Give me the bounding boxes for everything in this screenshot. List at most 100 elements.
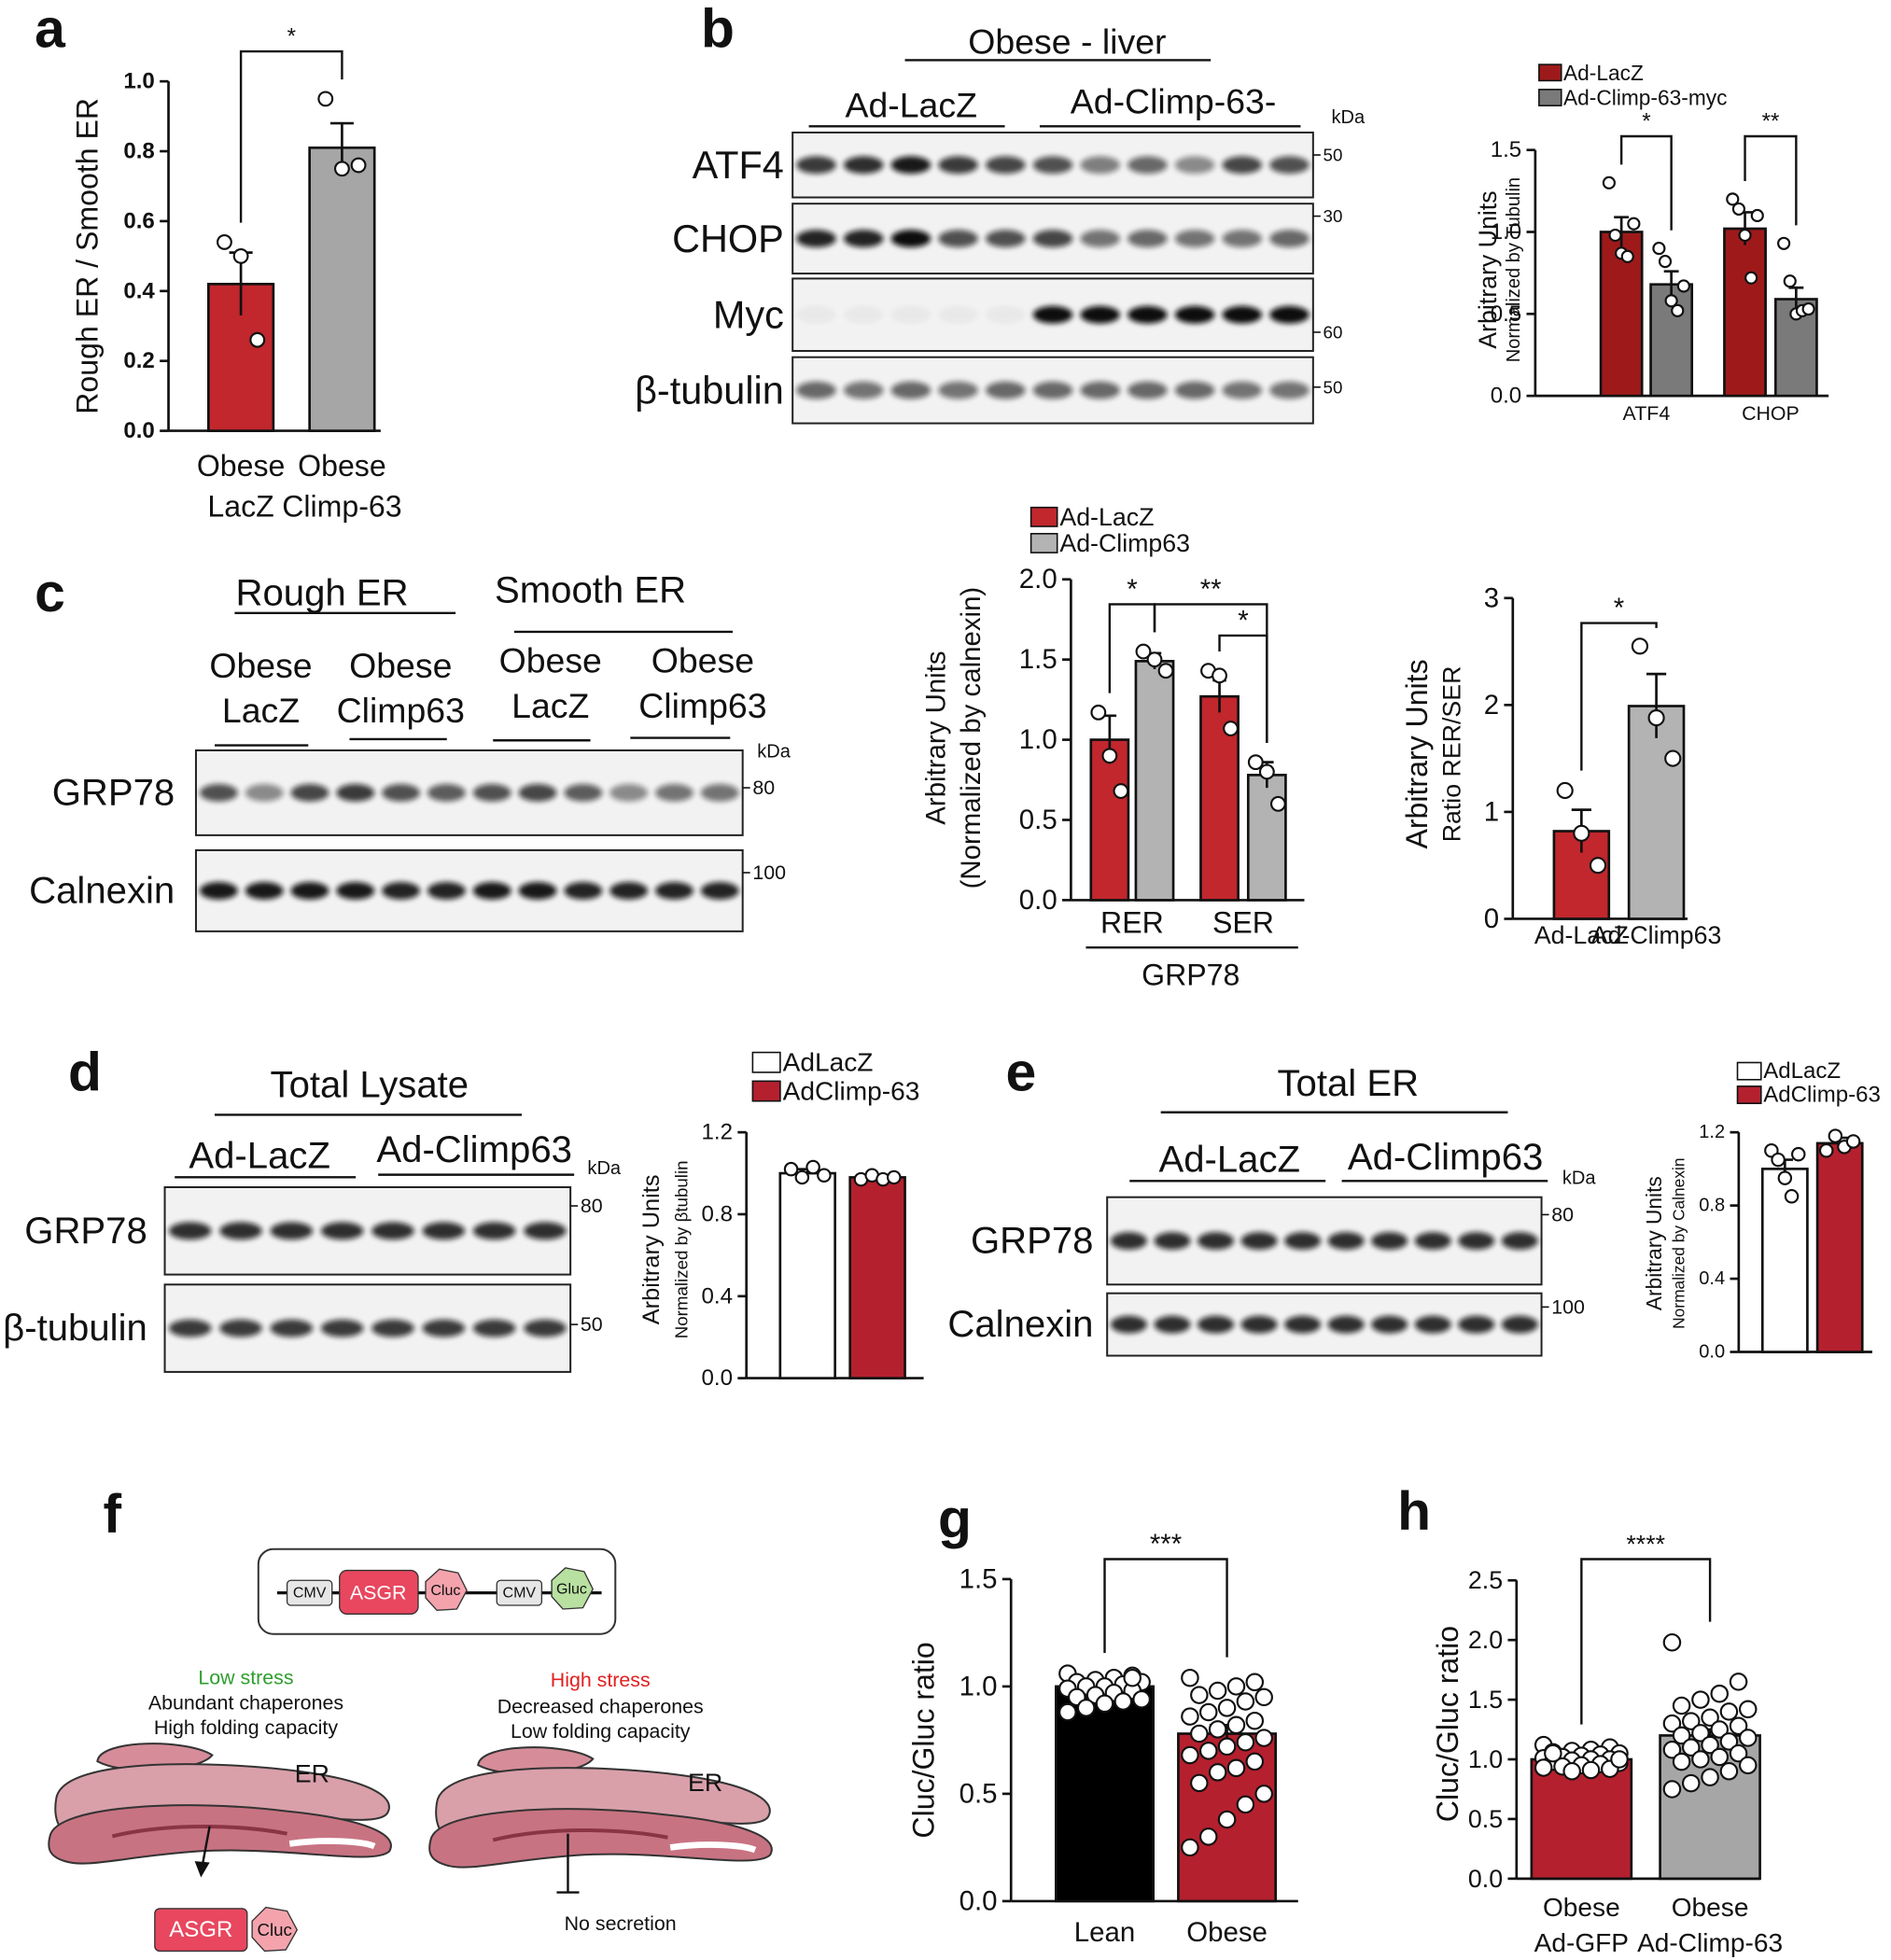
data-point <box>1801 301 1815 316</box>
band <box>1110 1232 1147 1250</box>
legend-swatch <box>1736 1085 1762 1104</box>
data-point <box>1791 1146 1806 1162</box>
er-lumen <box>288 1838 376 1850</box>
data-point <box>1744 271 1758 285</box>
error-bar <box>1646 672 1667 738</box>
data-point <box>1217 1810 1237 1829</box>
x-tick-label: Ad-Climp63 <box>1591 921 1722 949</box>
x-axis-label: GRP78 <box>1142 959 1240 992</box>
data-point <box>1095 1694 1114 1714</box>
promoter <box>496 1579 543 1606</box>
row-label: GRP78 <box>52 772 175 813</box>
legend-label: Ad-LacZ <box>1059 503 1154 531</box>
x-tick-label: Ad-GFP <box>1534 1928 1629 1957</box>
band <box>371 1222 414 1240</box>
band <box>472 1222 516 1240</box>
y-tick-label: 0.0 <box>960 1885 998 1916</box>
data-point <box>1190 1686 1209 1704</box>
data-point <box>1662 1741 1682 1759</box>
data-point <box>1627 217 1641 231</box>
band <box>609 784 649 802</box>
data-point <box>1710 1720 1730 1739</box>
y-tick-label: 0.5 <box>1468 1805 1503 1833</box>
band <box>270 1319 314 1337</box>
er-illustration <box>48 1743 392 1865</box>
blot <box>194 749 744 836</box>
band <box>1240 1315 1278 1334</box>
data-point <box>817 1168 832 1183</box>
arrow-head <box>194 1861 210 1878</box>
band <box>796 381 836 399</box>
legend-swatch <box>1538 89 1562 106</box>
data-point <box>1090 704 1107 721</box>
data-point <box>1691 1690 1710 1709</box>
band <box>890 305 931 324</box>
data-point <box>1726 192 1740 206</box>
data-point <box>217 233 232 250</box>
data-point <box>1190 1773 1209 1793</box>
subgroup-label: Obese <box>499 641 602 680</box>
significance-label: ** <box>1762 108 1780 133</box>
band <box>1269 230 1310 248</box>
data-point <box>1135 643 1152 660</box>
data-point <box>1208 1681 1227 1701</box>
data-point <box>1589 857 1607 875</box>
bar <box>1134 660 1175 902</box>
legend-label: AdClimp-63 <box>783 1077 920 1106</box>
blot-title: Total ER <box>1277 1063 1419 1104</box>
y-tick-label: 1.5 <box>1468 1686 1503 1714</box>
significance-label: * <box>287 24 296 49</box>
y-tick-label: 0.0 <box>702 1365 733 1391</box>
y-tick-label: 1.0 <box>1491 219 1521 245</box>
band <box>938 156 978 175</box>
y-axis-sublabel: (Normalized by calnexin) <box>956 587 987 889</box>
data-point <box>1157 663 1174 679</box>
subgroup-label: Obese <box>209 646 312 685</box>
band <box>1128 305 1168 324</box>
data-point <box>1245 1752 1265 1771</box>
data-point <box>1132 1689 1151 1709</box>
band <box>796 305 836 324</box>
data-point <box>1208 1720 1227 1739</box>
gluc-label: Gluc <box>556 1581 587 1598</box>
x-tick-label: Obese <box>298 449 386 483</box>
state-text: High folding capacity <box>154 1716 339 1739</box>
data-point <box>1691 1750 1710 1769</box>
band <box>986 230 1026 248</box>
band <box>1174 381 1215 399</box>
marker-label: 50 <box>581 1313 603 1336</box>
data-point <box>1544 1743 1562 1763</box>
band <box>320 1319 364 1337</box>
bar <box>308 146 376 432</box>
data-point <box>1676 279 1690 293</box>
gene-box <box>339 1569 419 1616</box>
no-secretion: No secretion <box>565 1912 677 1935</box>
x-tick-label: Obese <box>1543 1893 1620 1922</box>
state-text: Abundant chaperones <box>148 1691 343 1714</box>
data-point <box>1738 1700 1758 1719</box>
promoter-label: CMV <box>503 1585 537 1602</box>
data-point <box>1729 1716 1748 1735</box>
marker-label: 80 <box>1551 1203 1574 1225</box>
data-point <box>1671 303 1685 317</box>
y-tick-label: 0.0 <box>1699 1342 1725 1363</box>
panel-label: a <box>35 0 66 59</box>
data-point <box>1729 1743 1748 1763</box>
data-point <box>1662 1632 1682 1652</box>
legend-label: AdLacZ <box>1763 1058 1841 1084</box>
band <box>1080 230 1120 248</box>
band <box>890 156 931 175</box>
y-tick-label: 0.6 <box>123 208 154 233</box>
data-point <box>1719 1732 1739 1751</box>
row-label: GRP78 <box>24 1211 147 1252</box>
y-tick-label: 2.0 <box>1019 564 1058 595</box>
data-point <box>1672 1726 1691 1745</box>
y-tick-label: 0.2 <box>123 348 154 373</box>
data-point <box>1738 228 1752 243</box>
band <box>1032 381 1073 399</box>
data-point <box>1269 795 1286 812</box>
data-point <box>1738 1729 1758 1747</box>
error-bar <box>1663 270 1679 298</box>
band <box>1284 1232 1322 1250</box>
row-label: β-tubulin <box>635 369 784 413</box>
